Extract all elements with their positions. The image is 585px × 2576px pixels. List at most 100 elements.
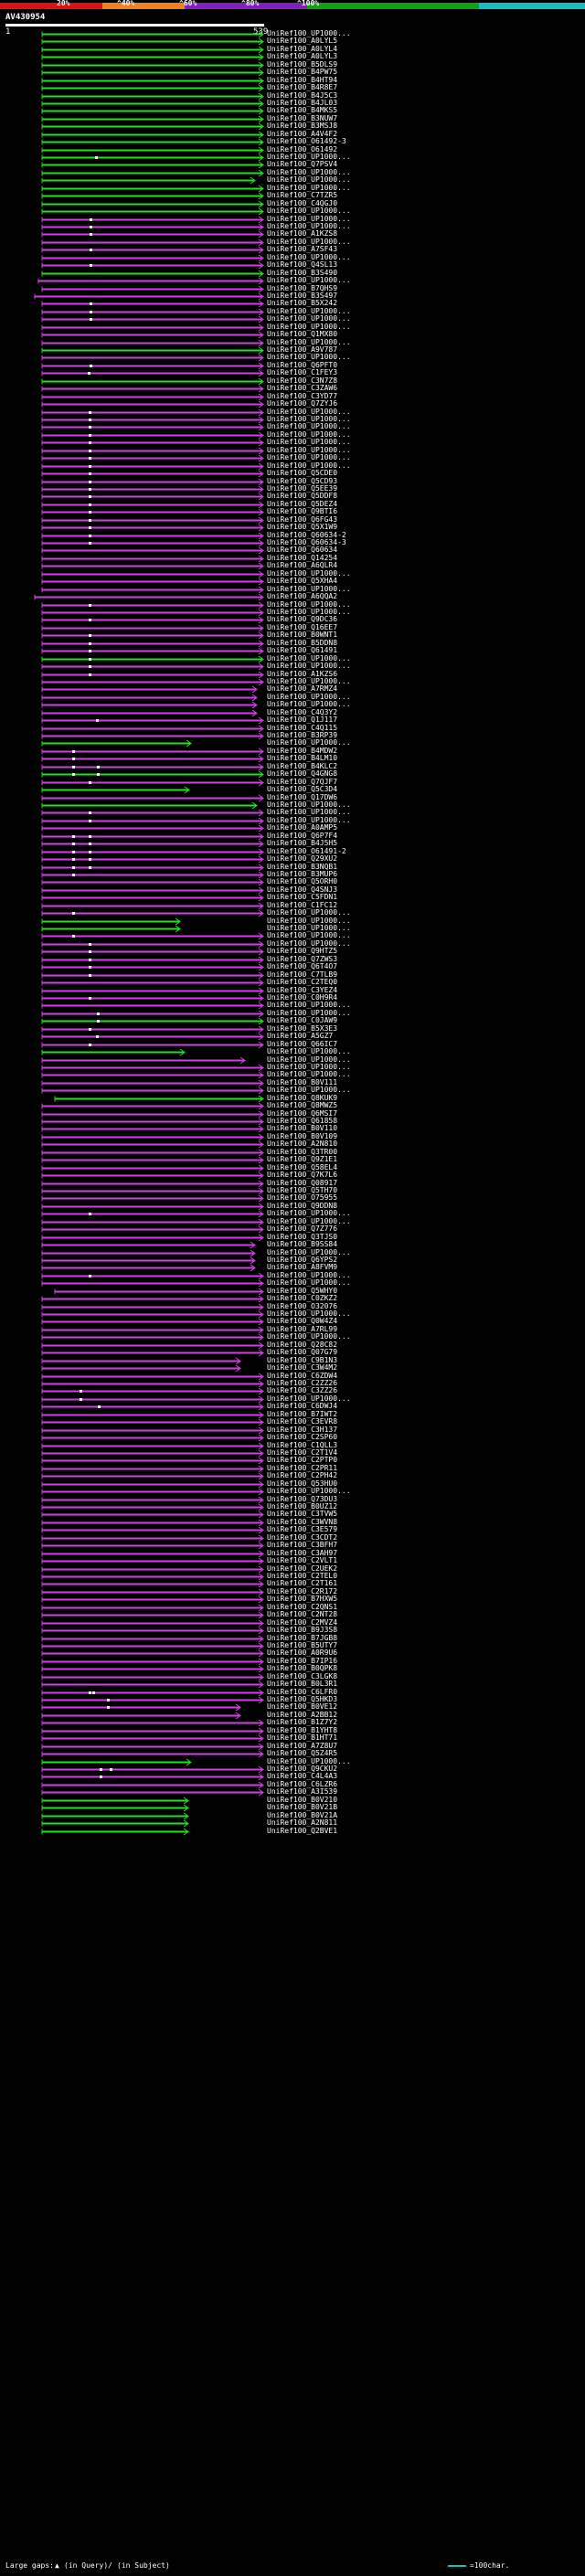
hit-label-link[interactable]: UniRef100_A0LYL4 [267,45,338,53]
hit-label-link[interactable]: UniRef100_C3WVN8 [267,1518,338,1526]
hit-bar[interactable] [54,1095,264,1103]
hit-label-link[interactable]: UniRef100_Q14254 [267,554,338,562]
hit-label-link[interactable]: UniRef100_UP1000... [267,430,351,439]
hit-bar[interactable] [41,485,264,493]
hit-label-link[interactable]: UniRef100_UP1000... [267,662,351,670]
hit-bar[interactable] [41,1194,264,1203]
hit-label-link[interactable]: UniRef100_B5UTY7 [267,1641,338,1649]
hit-bar[interactable] [41,1118,264,1126]
hit-bar[interactable] [41,678,264,686]
hit-bar[interactable] [41,1156,264,1164]
hit-bar[interactable] [41,439,264,447]
hit-bar[interactable] [41,925,181,933]
hit-label-link[interactable]: UniRef100_UP1000... [267,1070,351,1078]
hit-label-link[interactable]: UniRef100_A3I539 [267,1787,338,1796]
hit-label-link[interactable]: UniRef100_Q6P7F4 [267,832,338,840]
hit-label-link[interactable]: UniRef100_Q8KUK9 [267,1094,338,1102]
hit-bar[interactable] [41,1341,264,1350]
hit-bar[interactable] [41,1279,264,1288]
hit-bar[interactable] [41,1519,264,1527]
hit-label-link[interactable]: UniRef100_UP1000... [267,314,351,323]
hit-bar[interactable] [41,131,264,139]
hit-bar[interactable] [41,393,264,401]
hit-label-link[interactable]: UniRef100_O61492 [267,145,338,154]
hit-bar[interactable] [41,362,264,370]
hit-label-link[interactable]: UniRef100_UP1000... [267,453,351,461]
hit-label-link[interactable]: UniRef100_B4J5H5 [267,839,338,847]
hit-bar[interactable] [41,701,258,709]
hit-bar[interactable] [41,855,264,864]
hit-bar[interactable] [41,1164,264,1172]
hit-label-link[interactable]: UniRef100_C3BFH7 [267,1541,338,1549]
hit-label-link[interactable]: UniRef100_B0WNT1 [267,631,338,639]
hit-bar[interactable] [41,1033,264,1041]
hit-label-link[interactable]: UniRef100_B3RP39 [267,731,338,739]
hit-bar[interactable] [41,1295,264,1303]
hit-label-link[interactable]: UniRef100_Q60634 [267,546,338,554]
hit-bar[interactable] [41,138,264,146]
hit-bar[interactable] [41,1349,264,1357]
hit-label-link[interactable]: UniRef100_Q3TJS0 [267,1233,338,1241]
hit-bar[interactable] [41,385,264,393]
hit-label-link[interactable]: UniRef100_B3NQB1 [267,863,338,871]
hit-label-link[interactable]: UniRef100_A1KZS8 [267,229,338,238]
hit-bar[interactable] [41,1071,264,1079]
hit-label-link[interactable]: UniRef100_Q5CD93 [267,477,338,485]
hit-bar[interactable] [41,1480,264,1489]
hit-label-link[interactable]: UniRef100_Q08917 [267,1179,338,1187]
hit-label-link[interactable]: UniRef100_UP1000... [267,677,351,685]
hit-label-link[interactable]: UniRef100_Q4SL13 [267,260,338,269]
hit-label-link[interactable]: UniRef100_B5DDN8 [267,639,338,647]
hit-label-link[interactable]: UniRef100_UP1000... [267,1001,351,1009]
hit-label-link[interactable]: UniRef100_C3YD77 [267,392,338,400]
hit-label-link[interactable]: UniRef100_B7QHS9 [267,284,338,292]
hit-label-link[interactable]: UniRef100_C3ZZ26 [267,1386,338,1394]
hit-bar[interactable] [41,647,264,655]
hit-label-link[interactable]: UniRef100_Q1MX80 [267,330,338,338]
hit-label-link[interactable]: UniRef100_Q6T4O7 [267,962,338,970]
hit-label-link[interactable]: UniRef100_B0UZ12 [267,1502,338,1511]
hit-bar[interactable] [41,1110,264,1118]
hit-bar[interactable] [41,346,264,355]
hit-bar[interactable] [41,207,264,216]
hit-bar[interactable] [41,524,264,532]
hit-bar[interactable] [41,1241,256,1249]
hit-label-link[interactable]: UniRef100_UP1000... [267,1009,351,1017]
hit-bar[interactable] [41,339,264,347]
hit-label-link[interactable]: UniRef100_UP1000... [267,738,351,747]
hit-bar[interactable] [41,400,264,408]
hit-bar[interactable] [41,694,258,702]
hit-bar[interactable] [41,200,264,208]
hit-bar[interactable] [41,663,264,671]
hit-label-link[interactable]: UniRef100_Q66IC7 [267,1040,338,1048]
hit-label-link[interactable]: UniRef100_C2TEL0 [267,1572,338,1580]
hit-label-link[interactable]: UniRef100_UP1000... [267,939,351,948]
hit-label-link[interactable]: UniRef100_O61491-2 [267,847,346,855]
hit-label-link[interactable]: UniRef100_Q60634-2 [267,531,346,539]
hit-label-link[interactable]: UniRef100_C4QGJ0 [267,199,338,207]
hit-bar[interactable] [41,1249,256,1257]
hit-label-link[interactable]: UniRef100_C1FEY3 [267,368,338,376]
hit-label-link[interactable]: UniRef100_B3MUP6 [267,870,338,878]
hit-bar[interactable] [41,176,256,185]
hit-label-link[interactable]: UniRef100_Q29XU2 [267,854,338,863]
hit-label-link[interactable]: UniRef100_B1HT71 [267,1733,338,1742]
hit-label-link[interactable]: UniRef100_UP1000... [267,693,351,701]
hit-label-link[interactable]: UniRef100_C2QNS1 [267,1603,338,1611]
hit-bar[interactable] [41,447,264,455]
hit-label-link[interactable]: UniRef100_C3CDT2 [267,1533,338,1542]
hit-bar[interactable] [41,1534,264,1542]
hit-bar[interactable] [41,1411,264,1419]
hit-label-link[interactable]: UniRef100_B7IWT2 [267,1410,338,1418]
hit-bar[interactable] [41,917,181,926]
hit-label-link[interactable]: UniRef100_UP1000... [267,276,351,284]
hit-bar[interactable] [41,1511,264,1519]
hit-bar[interactable] [41,1025,264,1034]
hit-bar[interactable] [41,616,264,624]
hit-bar[interactable] [41,61,264,69]
hit-label-link[interactable]: UniRef100_C3ZAW6 [267,384,338,392]
hit-bar[interactable] [41,1357,241,1365]
hit-bar[interactable] [41,809,264,817]
hit-bar[interactable] [41,1333,264,1341]
hit-bar[interactable] [41,1449,264,1458]
